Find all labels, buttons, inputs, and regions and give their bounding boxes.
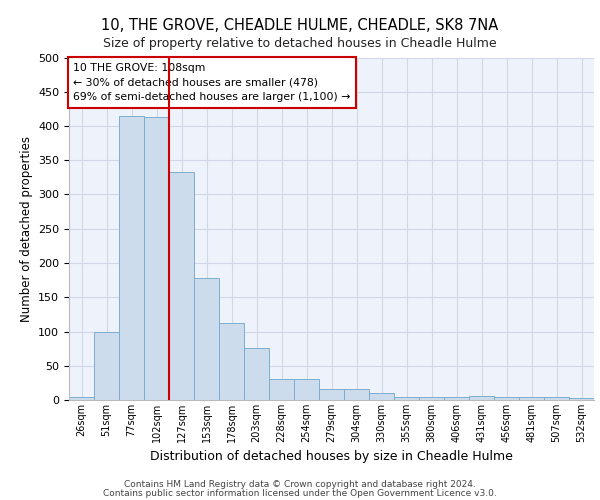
Bar: [269, 380, 294, 400]
Bar: [119, 116, 144, 400]
Bar: [519, 396, 544, 400]
Bar: [144, 117, 169, 400]
Text: Contains HM Land Registry data © Crown copyright and database right 2024.: Contains HM Land Registry data © Crown c…: [124, 480, 476, 489]
Bar: [169, 172, 194, 400]
Text: Size of property relative to detached houses in Cheadle Hulme: Size of property relative to detached ho…: [103, 38, 497, 51]
Bar: [544, 396, 569, 400]
Bar: [344, 389, 369, 400]
Bar: [569, 398, 594, 400]
Bar: [419, 396, 444, 400]
Bar: [444, 396, 469, 400]
Y-axis label: Number of detached properties: Number of detached properties: [20, 136, 32, 322]
Bar: [394, 396, 419, 400]
Bar: [69, 396, 94, 400]
Text: 10 THE GROVE: 108sqm
← 30% of detached houses are smaller (478)
69% of semi-deta: 10 THE GROVE: 108sqm ← 30% of detached h…: [73, 62, 350, 102]
Bar: [194, 278, 219, 400]
Bar: [219, 322, 244, 400]
Bar: [94, 332, 119, 400]
Text: Contains public sector information licensed under the Open Government Licence v3: Contains public sector information licen…: [103, 489, 497, 498]
Bar: [294, 380, 319, 400]
Bar: [494, 396, 519, 400]
Bar: [319, 389, 344, 400]
Bar: [469, 396, 494, 400]
Bar: [244, 348, 269, 400]
Text: 10, THE GROVE, CHEADLE HULME, CHEADLE, SK8 7NA: 10, THE GROVE, CHEADLE HULME, CHEADLE, S…: [101, 18, 499, 32]
Bar: [369, 393, 394, 400]
X-axis label: Distribution of detached houses by size in Cheadle Hulme: Distribution of detached houses by size …: [150, 450, 513, 464]
